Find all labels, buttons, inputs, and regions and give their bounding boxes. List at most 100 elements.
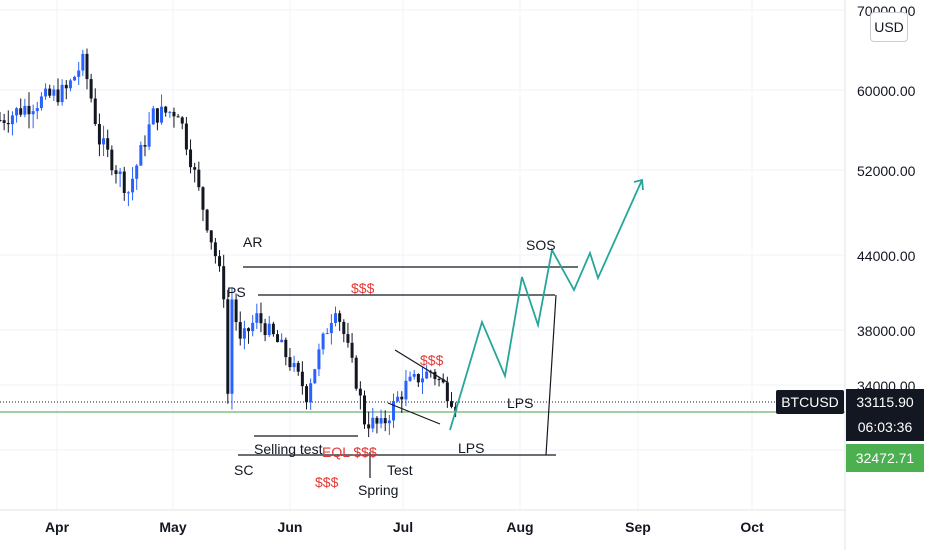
wedge-bottom-line <box>387 402 441 425</box>
candle-body <box>300 371 304 387</box>
y-axis[interactable]: 70000.00 60000.00 52000.00 44000.00 3800… <box>857 3 916 394</box>
candle-body <box>416 374 420 383</box>
candle-body <box>267 323 271 336</box>
x-tick-label: Oct <box>740 519 764 535</box>
candle-body <box>263 323 267 336</box>
candle-body <box>2 120 6 123</box>
label-test: Test <box>387 462 413 478</box>
label-ar: AR <box>243 234 262 250</box>
countdown-text: 06:03:36 <box>858 419 913 435</box>
candle-body <box>247 328 251 332</box>
candle-body <box>255 313 259 323</box>
candle-body <box>445 382 449 402</box>
candle-body <box>251 322 255 332</box>
wedge-top-line <box>394 349 448 383</box>
support-level-text: 32472.71 <box>856 450 915 466</box>
candle-body <box>126 192 130 194</box>
candle-body <box>408 376 412 381</box>
candle-body <box>93 98 97 125</box>
candle-body <box>441 379 445 383</box>
candle-body <box>180 117 184 124</box>
candle-body <box>85 53 89 80</box>
candle-body <box>433 371 437 380</box>
candle-body <box>89 79 93 99</box>
label-selling-test: Selling test <box>254 441 323 457</box>
candle-body <box>218 256 222 267</box>
label-sos: SOS <box>526 237 556 253</box>
candle-body <box>404 380 408 400</box>
candle-body <box>60 84 64 103</box>
candle-body <box>309 383 313 403</box>
candle-body <box>325 333 329 335</box>
candle-body <box>317 349 321 370</box>
candle-body <box>259 313 263 324</box>
label-lps-1: LPS <box>507 395 533 411</box>
candle-body <box>288 357 292 368</box>
candle-body <box>184 123 188 150</box>
candle-body <box>135 165 139 179</box>
candle-body <box>147 124 151 147</box>
symbol-tag-text: BTCUSD <box>781 394 839 410</box>
candle-body <box>155 108 159 123</box>
candle-body <box>421 378 424 383</box>
label-dollars-mid: $$$ <box>420 352 444 368</box>
candle-body <box>201 187 205 210</box>
last-price-text: 33115.90 <box>856 394 914 410</box>
candle-body <box>77 70 81 77</box>
currency-button[interactable]: USD <box>870 12 908 42</box>
y-tick-label: 52000.00 <box>857 163 916 179</box>
candle-body <box>73 76 77 81</box>
candle-body <box>280 339 284 343</box>
symbol-price-tag: BTCUSD <box>776 390 844 414</box>
candle-body <box>131 178 135 193</box>
candle-body <box>329 322 333 334</box>
x-tick-label: Jul <box>393 519 413 535</box>
candle-body <box>193 167 197 170</box>
last-price-tag: 33115.90 06:03:36 <box>846 389 924 441</box>
candle-body <box>27 105 31 115</box>
candle-body <box>379 418 383 424</box>
candle-body <box>31 111 35 115</box>
candle-body <box>230 299 234 394</box>
candle-body <box>106 138 110 150</box>
y-tick-label: 60000.00 <box>857 83 916 99</box>
candle-body <box>168 111 172 113</box>
candle-body <box>114 170 118 175</box>
label-dollars-top: $$$ <box>351 280 375 296</box>
candle-body <box>44 88 48 97</box>
candle-body <box>363 395 367 425</box>
candle-body <box>39 96 43 109</box>
x-axis[interactable]: Apr May Jun Jul Aug Sep Oct <box>45 519 764 535</box>
y-tick-label: 44000.00 <box>857 248 916 264</box>
x-tick-label: May <box>159 519 186 535</box>
candle-body <box>122 171 126 193</box>
x-tick-label: Sep <box>625 519 651 535</box>
candle-body <box>296 362 300 372</box>
candle-body <box>209 230 213 243</box>
candle-body <box>271 323 275 335</box>
candle-body <box>242 328 246 339</box>
candle-body <box>342 321 346 335</box>
candle-body <box>35 108 39 112</box>
candle-body <box>48 88 52 96</box>
candle-body <box>10 115 14 125</box>
candle-body <box>367 424 371 429</box>
candle-body <box>205 209 209 231</box>
candle-body <box>19 108 23 115</box>
candle-body <box>412 374 416 377</box>
candle-body <box>383 418 387 424</box>
candle-body <box>15 108 19 116</box>
candle-body <box>189 149 193 168</box>
candle-body <box>81 53 85 71</box>
label-lps-2: LPS <box>458 440 484 456</box>
candle-body <box>234 299 238 323</box>
candle-body <box>449 401 453 407</box>
candle-body <box>0 120 2 121</box>
candle-body <box>118 171 122 175</box>
support-level-tag: 32472.71 <box>846 444 924 472</box>
candle-body <box>97 124 101 145</box>
candle-body <box>110 149 114 171</box>
wyckoff-drawings <box>238 178 644 478</box>
